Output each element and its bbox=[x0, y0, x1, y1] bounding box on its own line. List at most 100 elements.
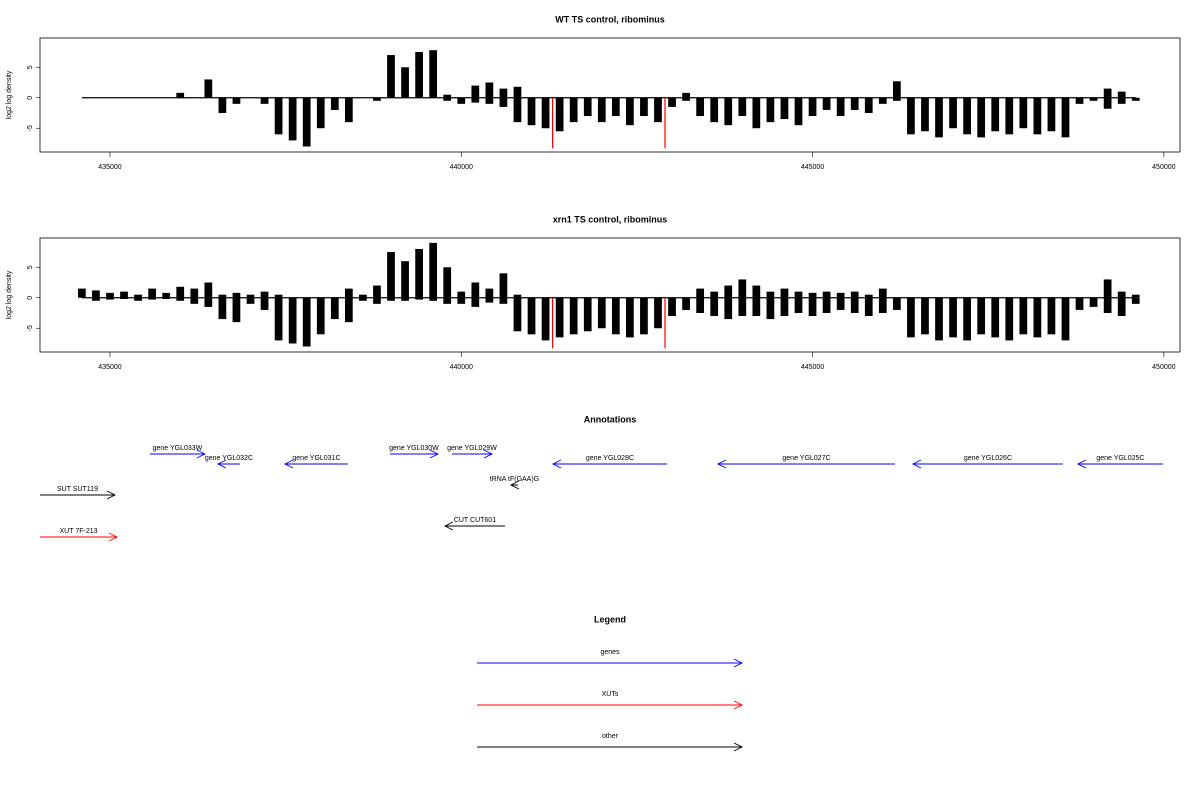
feature-label: gene YGL027C bbox=[782, 455, 830, 462]
density-bar bbox=[668, 297, 676, 317]
density-bar bbox=[1103, 297, 1112, 313]
density-bar bbox=[907, 297, 915, 338]
density-bar bbox=[457, 97, 466, 104]
density-bar bbox=[176, 297, 185, 301]
density-bar bbox=[485, 97, 494, 104]
density-bar bbox=[724, 297, 733, 320]
density-bar bbox=[274, 97, 283, 135]
density-bar bbox=[1131, 97, 1140, 101]
density-bar bbox=[597, 97, 606, 123]
density-bar bbox=[808, 97, 817, 117]
density-bar bbox=[1103, 88, 1112, 98]
feature-arrow bbox=[1076, 459, 1163, 469]
track: xrn1 TS control, ribominus log2 log densi… bbox=[6, 214, 1181, 371]
density-bar bbox=[640, 97, 648, 117]
feature-arrow bbox=[149, 449, 206, 459]
density-bar bbox=[429, 242, 438, 298]
density-bar bbox=[134, 294, 142, 298]
density-bar bbox=[401, 297, 409, 301]
density-bar bbox=[148, 288, 156, 298]
feature-arrow bbox=[216, 459, 240, 469]
density-bar bbox=[710, 97, 719, 123]
density-bar bbox=[626, 297, 634, 338]
density-bar bbox=[471, 85, 480, 98]
density-bar bbox=[654, 97, 662, 123]
density-bar bbox=[654, 297, 662, 329]
density-bar bbox=[878, 288, 887, 298]
density-bar bbox=[260, 297, 269, 310]
density-bar bbox=[513, 294, 522, 298]
density-bar bbox=[330, 97, 339, 110]
density-bar bbox=[710, 297, 719, 317]
legend-arrow bbox=[477, 700, 744, 710]
density-bar bbox=[218, 294, 227, 298]
y-tick-label: 5 bbox=[27, 265, 34, 269]
density-bar bbox=[780, 97, 789, 120]
density-bar bbox=[555, 297, 564, 338]
density-bar bbox=[1117, 291, 1126, 298]
density-bar bbox=[288, 97, 297, 141]
density-bar bbox=[162, 297, 171, 299]
density-bar bbox=[794, 97, 803, 126]
density-bar bbox=[387, 55, 395, 98]
density-bar bbox=[1019, 97, 1028, 129]
density-bar bbox=[822, 297, 831, 313]
y-axis-label: log2 log density bbox=[6, 270, 13, 319]
density-bar bbox=[541, 297, 550, 341]
density-bar bbox=[443, 94, 452, 98]
density-bar bbox=[415, 52, 423, 98]
feature-label: gene YGL030W bbox=[389, 445, 439, 452]
feature-label: gene YGL025C bbox=[1096, 455, 1144, 462]
density-bar bbox=[204, 79, 213, 98]
density-bar bbox=[92, 297, 100, 301]
density-bar bbox=[499, 297, 508, 304]
density-bar bbox=[850, 291, 859, 298]
density-bar bbox=[1047, 97, 1056, 132]
feature-arrow bbox=[40, 490, 116, 500]
density-bar bbox=[752, 285, 761, 298]
density-bar bbox=[611, 97, 620, 117]
legend-label: genes bbox=[600, 649, 620, 656]
density-bar bbox=[499, 88, 508, 98]
y-tick-label: -5 bbox=[27, 125, 34, 131]
feature-arrow bbox=[509, 480, 520, 490]
density-bar bbox=[907, 97, 915, 135]
feature-label: gene YGL033W bbox=[153, 445, 203, 452]
density-bar bbox=[1033, 97, 1042, 135]
density-bar bbox=[1019, 297, 1028, 335]
density-bar bbox=[752, 297, 761, 317]
x-tick-label: 435000 bbox=[98, 364, 121, 371]
density-bar bbox=[1089, 297, 1098, 307]
annotations-title: Annotations bbox=[584, 414, 637, 424]
density-bar bbox=[583, 97, 592, 117]
density-bar bbox=[710, 291, 719, 298]
density-bar bbox=[766, 97, 775, 123]
chart-title: WT TS control, ribominus bbox=[555, 14, 665, 24]
y-tick-label: 0 bbox=[27, 296, 34, 300]
density-bar bbox=[485, 297, 494, 303]
density-bar bbox=[977, 297, 986, 335]
plot-frame bbox=[39, 237, 1181, 353]
density-bar bbox=[401, 67, 409, 98]
density-bar bbox=[864, 97, 873, 113]
density-bar bbox=[1131, 294, 1140, 298]
density-bar bbox=[864, 294, 873, 298]
density-bar bbox=[359, 297, 367, 301]
density-bar bbox=[204, 297, 213, 307]
density-bar bbox=[836, 292, 845, 298]
feature-arrow bbox=[283, 459, 348, 469]
legend: genes XUTs other bbox=[477, 649, 744, 752]
density-bar bbox=[344, 297, 353, 323]
density-bar bbox=[330, 297, 339, 320]
feature-label: gene YGL031C bbox=[292, 455, 340, 462]
density-bar bbox=[724, 285, 733, 298]
density-bar bbox=[963, 297, 971, 341]
x-tick-label: 440000 bbox=[450, 364, 473, 371]
density-bar bbox=[1061, 297, 1070, 341]
density-bar bbox=[274, 294, 283, 298]
density-bar bbox=[401, 261, 409, 298]
density-bar bbox=[1117, 297, 1126, 317]
density-bar bbox=[260, 291, 269, 298]
density-bar bbox=[373, 97, 381, 101]
